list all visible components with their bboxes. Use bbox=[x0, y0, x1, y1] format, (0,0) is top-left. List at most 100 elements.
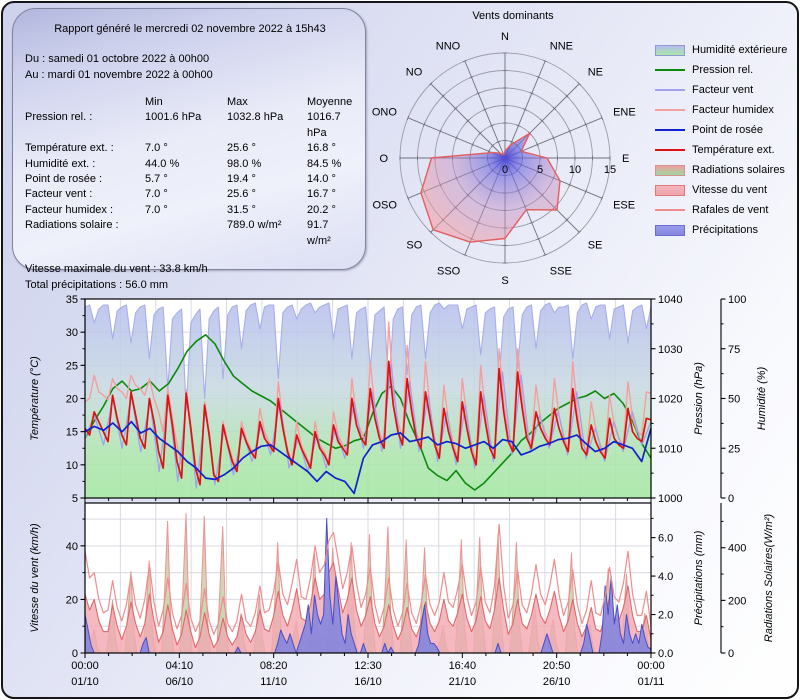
legend-label: Température ext. bbox=[692, 144, 775, 156]
main-axis-Pression (hPa): 1000 1010 1020 1030 1040 Pression (hPa) bbox=[651, 294, 705, 505]
tick-label: 1020 bbox=[658, 394, 682, 406]
x-date-label: 06/10 bbox=[166, 676, 194, 688]
legend-item: Température ext. bbox=[655, 140, 797, 160]
tick-label: 15 bbox=[66, 427, 78, 439]
wind-chart: 0 20 40 Vitesse du vent (km/h) 0.0 2.0 4.0 6.0 P… bbox=[29, 502, 775, 688]
wind-axis-Radiations Solaires(W/m²): 0 200 400 Radiations Solaires(W/m²) bbox=[720, 503, 775, 660]
stats-row-label: Point de rosée : bbox=[25, 173, 103, 186]
legend-label: Précipitations bbox=[692, 224, 759, 236]
temperature-ext-line bbox=[84, 360, 652, 486]
stats-row-label: Facteur humidex : bbox=[25, 203, 114, 216]
stats-table: Min Max Moyenne Pression rel. : 1001.6 hPa 10… bbox=[25, 95, 355, 249]
period-to: Au : mardi 01 novembre 2022 à 00h00 bbox=[25, 69, 213, 81]
stats-min: 44.0 % bbox=[145, 157, 180, 170]
x-time-label: 20:50 bbox=[543, 660, 571, 672]
tick-label: 1030 bbox=[658, 344, 682, 356]
tick-label: 0 bbox=[728, 493, 734, 505]
wind-axis-Précipitations (mm): 0.0 2.0 4.0 6.0 Précipitations (mm) bbox=[651, 517, 705, 660]
legend-label: Vitesse du vent bbox=[692, 184, 768, 196]
point-de-rosee-line bbox=[84, 420, 652, 495]
legend-area-swatch bbox=[655, 184, 685, 196]
legend-line-swatch bbox=[655, 89, 685, 91]
stats-row-label: Température ext. : bbox=[25, 142, 114, 155]
legend-area-swatch bbox=[655, 44, 685, 56]
facteur-humidex-line bbox=[84, 321, 652, 486]
axis-title: Vitesse du vent (km/h) bbox=[29, 523, 41, 633]
main-axis-Humidité (%): 0 25 50 75 100 Humidité (%) bbox=[720, 294, 768, 505]
stats-max: 1032.8 hPa bbox=[227, 111, 284, 124]
tick-label: 100 bbox=[728, 294, 746, 306]
x-time-label: 00:00 bbox=[71, 660, 99, 672]
stats-max: 789.0 w/m² bbox=[227, 219, 282, 232]
x-date-label: 01/11 bbox=[638, 676, 665, 688]
x-date-label: 11/10 bbox=[260, 676, 287, 688]
report-title: Rapport généré le mercredi 02 novembre 2… bbox=[54, 23, 326, 35]
compass-label: E bbox=[622, 153, 629, 165]
radial-tick-label: 15 bbox=[604, 164, 616, 176]
legend-label: Rafales de vent bbox=[692, 204, 769, 216]
compass-label: ENE bbox=[613, 106, 636, 118]
compass-label: S bbox=[501, 275, 508, 287]
radial-tick-label: 0 bbox=[502, 164, 508, 176]
compass-label: SO bbox=[406, 239, 422, 251]
tick-label: 0.0 bbox=[658, 648, 673, 660]
stats-min: 7.0 ° bbox=[145, 142, 168, 155]
legend-item: Point de rosée bbox=[655, 120, 797, 140]
x-time-label: 08:20 bbox=[260, 660, 288, 672]
stats-mean: 16.7 ° bbox=[307, 188, 336, 201]
stats-min bbox=[145, 218, 227, 249]
tick-label: 0 bbox=[728, 648, 734, 660]
legend-label: Pression rel. bbox=[692, 64, 754, 76]
stats-row-label: Humidité ext. : bbox=[25, 157, 96, 170]
tick-label: 25 bbox=[728, 443, 740, 455]
compass-label: O bbox=[379, 153, 388, 165]
legend-item: Facteur humidex bbox=[655, 100, 797, 120]
axis-title: Pression (hPa) bbox=[693, 362, 705, 435]
main-x-axis bbox=[84, 498, 652, 503]
legend-item: Précipitations bbox=[655, 220, 797, 240]
stats-mean: 91.7 w/m² bbox=[307, 219, 331, 247]
windrose: Vents dominants N NNE NE ENE E ESE SE SSE S SSO SO O… bbox=[372, 10, 636, 287]
compass-label: NO bbox=[406, 67, 423, 79]
axis-title: Température (°C) bbox=[29, 356, 41, 441]
tick-label: 2.0 bbox=[658, 610, 673, 622]
tick-label: 4.0 bbox=[658, 571, 673, 583]
stats-row-label: Radiations solaire : bbox=[25, 219, 119, 232]
compass-label: ONO bbox=[372, 106, 398, 118]
main-axis-Température (°C): 5 10 15 20 25 30 35 Température (°C) bbox=[29, 294, 85, 505]
stats-min: 1001.6 hPa bbox=[145, 111, 202, 124]
legend-line-swatch bbox=[655, 209, 685, 211]
stats-mean: 20.2 ° bbox=[307, 203, 336, 216]
legend-label: Point de rosée bbox=[692, 124, 763, 136]
legend-line-swatch bbox=[655, 69, 685, 71]
windrose-title: Vents dominants bbox=[472, 10, 554, 22]
wind-frequency-polygon bbox=[420, 132, 561, 243]
wind-axis-Vitesse du vent (km/h): 0 20 40 Vitesse du vent (km/h) bbox=[29, 518, 85, 660]
tick-label: 10 bbox=[66, 460, 78, 472]
legend-area-swatch bbox=[655, 164, 685, 176]
tick-label: 30 bbox=[66, 327, 78, 339]
legend-item: Rafales de vent bbox=[655, 200, 797, 220]
compass-label: SSO bbox=[437, 266, 461, 278]
legend-line-swatch bbox=[655, 129, 685, 131]
stats-min: 7.0 ° bbox=[145, 188, 168, 201]
stats-col-header: Moyenne bbox=[307, 96, 353, 108]
tick-label: 25 bbox=[66, 360, 78, 372]
compass-label: NE bbox=[588, 67, 603, 79]
total-precip-text: Total précipitations : 56.0 mm bbox=[25, 279, 169, 292]
stats-mean: 1016.7 hPa bbox=[307, 111, 341, 139]
tick-label: 50 bbox=[728, 394, 740, 406]
wind-x-axis: 00:00 01/10 04:10 06/10 08:20 11/10 12:30 16/10… bbox=[71, 653, 665, 688]
stats-mean: 14.0 ° bbox=[307, 173, 336, 186]
stats-min: 7.0 ° bbox=[145, 203, 168, 216]
stats-mean: 84.5 % bbox=[307, 157, 342, 170]
compass-label: SSE bbox=[550, 266, 572, 278]
tick-label: 6.0 bbox=[658, 533, 673, 545]
stats-mean: 16.8 ° bbox=[307, 142, 336, 155]
tick-label: 200 bbox=[728, 595, 746, 607]
tick-label: 1000 bbox=[658, 493, 682, 505]
x-date-label: 21/10 bbox=[449, 676, 477, 688]
